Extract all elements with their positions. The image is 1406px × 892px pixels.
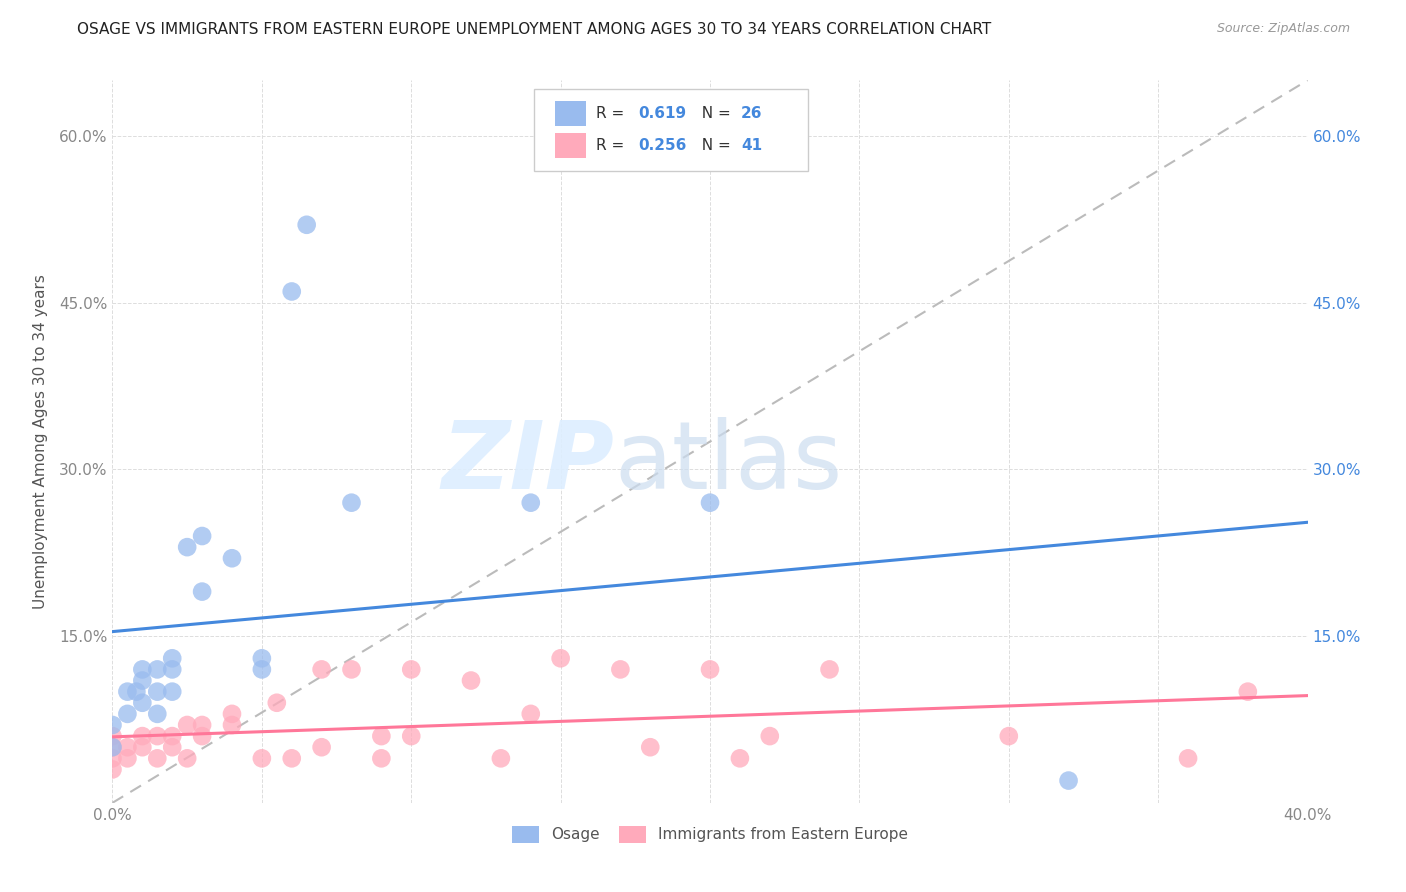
Point [146, 751, 169, 765]
Point [125, 684, 148, 698]
Text: R =: R = [596, 138, 630, 153]
Point [117, 751, 139, 765]
Point [295, 218, 318, 232]
Point [281, 751, 304, 765]
Point [250, 662, 273, 676]
Point [117, 706, 139, 721]
Legend: Osage, Immigrants from Eastern Europe: Osage, Immigrants from Eastern Europe [506, 820, 914, 849]
Point [191, 729, 214, 743]
Text: R =: R = [596, 106, 630, 120]
Point [176, 718, 198, 732]
Text: ZIP: ZIP [441, 417, 614, 509]
Point [1177, 751, 1199, 765]
Point [191, 718, 214, 732]
Point [609, 662, 631, 676]
Point [489, 751, 512, 765]
Y-axis label: Unemployment Among Ages 30 to 34 years: Unemployment Among Ages 30 to 34 years [32, 274, 48, 609]
Point [101, 763, 124, 777]
Point [162, 740, 183, 755]
Point [162, 651, 183, 665]
Point [250, 751, 273, 765]
Point [311, 740, 333, 755]
Point [101, 718, 124, 732]
Point [221, 551, 243, 566]
Point [162, 684, 183, 698]
Point [176, 540, 198, 554]
Point [162, 729, 183, 743]
Point [728, 751, 751, 765]
Point [117, 684, 139, 698]
Point [101, 740, 124, 755]
Text: 41: 41 [741, 138, 762, 153]
Text: atlas: atlas [614, 417, 842, 509]
Text: 0.256: 0.256 [638, 138, 686, 153]
Point [117, 740, 139, 755]
Text: N =: N = [692, 106, 735, 120]
Point [221, 718, 243, 732]
Point [266, 696, 288, 710]
Point [281, 285, 304, 299]
Point [550, 651, 572, 665]
Text: 26: 26 [741, 106, 762, 120]
Point [370, 729, 392, 743]
Point [520, 706, 543, 721]
Point [401, 662, 423, 676]
Point [191, 584, 214, 599]
Point [101, 729, 124, 743]
Point [131, 673, 153, 688]
Point [699, 662, 721, 676]
Point [146, 729, 169, 743]
Point [221, 706, 243, 721]
Point [520, 496, 543, 510]
Point [640, 740, 662, 755]
Point [131, 662, 153, 676]
Point [460, 673, 482, 688]
Point [311, 662, 333, 676]
Point [340, 662, 363, 676]
Text: 0.619: 0.619 [638, 106, 686, 120]
Point [131, 740, 153, 755]
Point [101, 751, 124, 765]
Point [131, 696, 153, 710]
Point [176, 751, 198, 765]
Point [146, 662, 169, 676]
Point [146, 684, 169, 698]
Point [818, 662, 841, 676]
Point [998, 729, 1021, 743]
Point [370, 751, 392, 765]
Point [250, 651, 273, 665]
Text: N =: N = [692, 138, 735, 153]
Point [162, 662, 183, 676]
Point [131, 729, 153, 743]
Text: OSAGE VS IMMIGRANTS FROM EASTERN EUROPE UNEMPLOYMENT AMONG AGES 30 TO 34 YEARS C: OSAGE VS IMMIGRANTS FROM EASTERN EUROPE … [77, 22, 991, 37]
Point [101, 740, 124, 755]
Point [1237, 684, 1260, 698]
Point [699, 496, 721, 510]
Text: Source: ZipAtlas.com: Source: ZipAtlas.com [1216, 22, 1350, 36]
Point [146, 706, 169, 721]
Point [1057, 773, 1080, 788]
Point [340, 496, 363, 510]
Point [191, 529, 214, 543]
Point [401, 729, 423, 743]
Point [759, 729, 782, 743]
